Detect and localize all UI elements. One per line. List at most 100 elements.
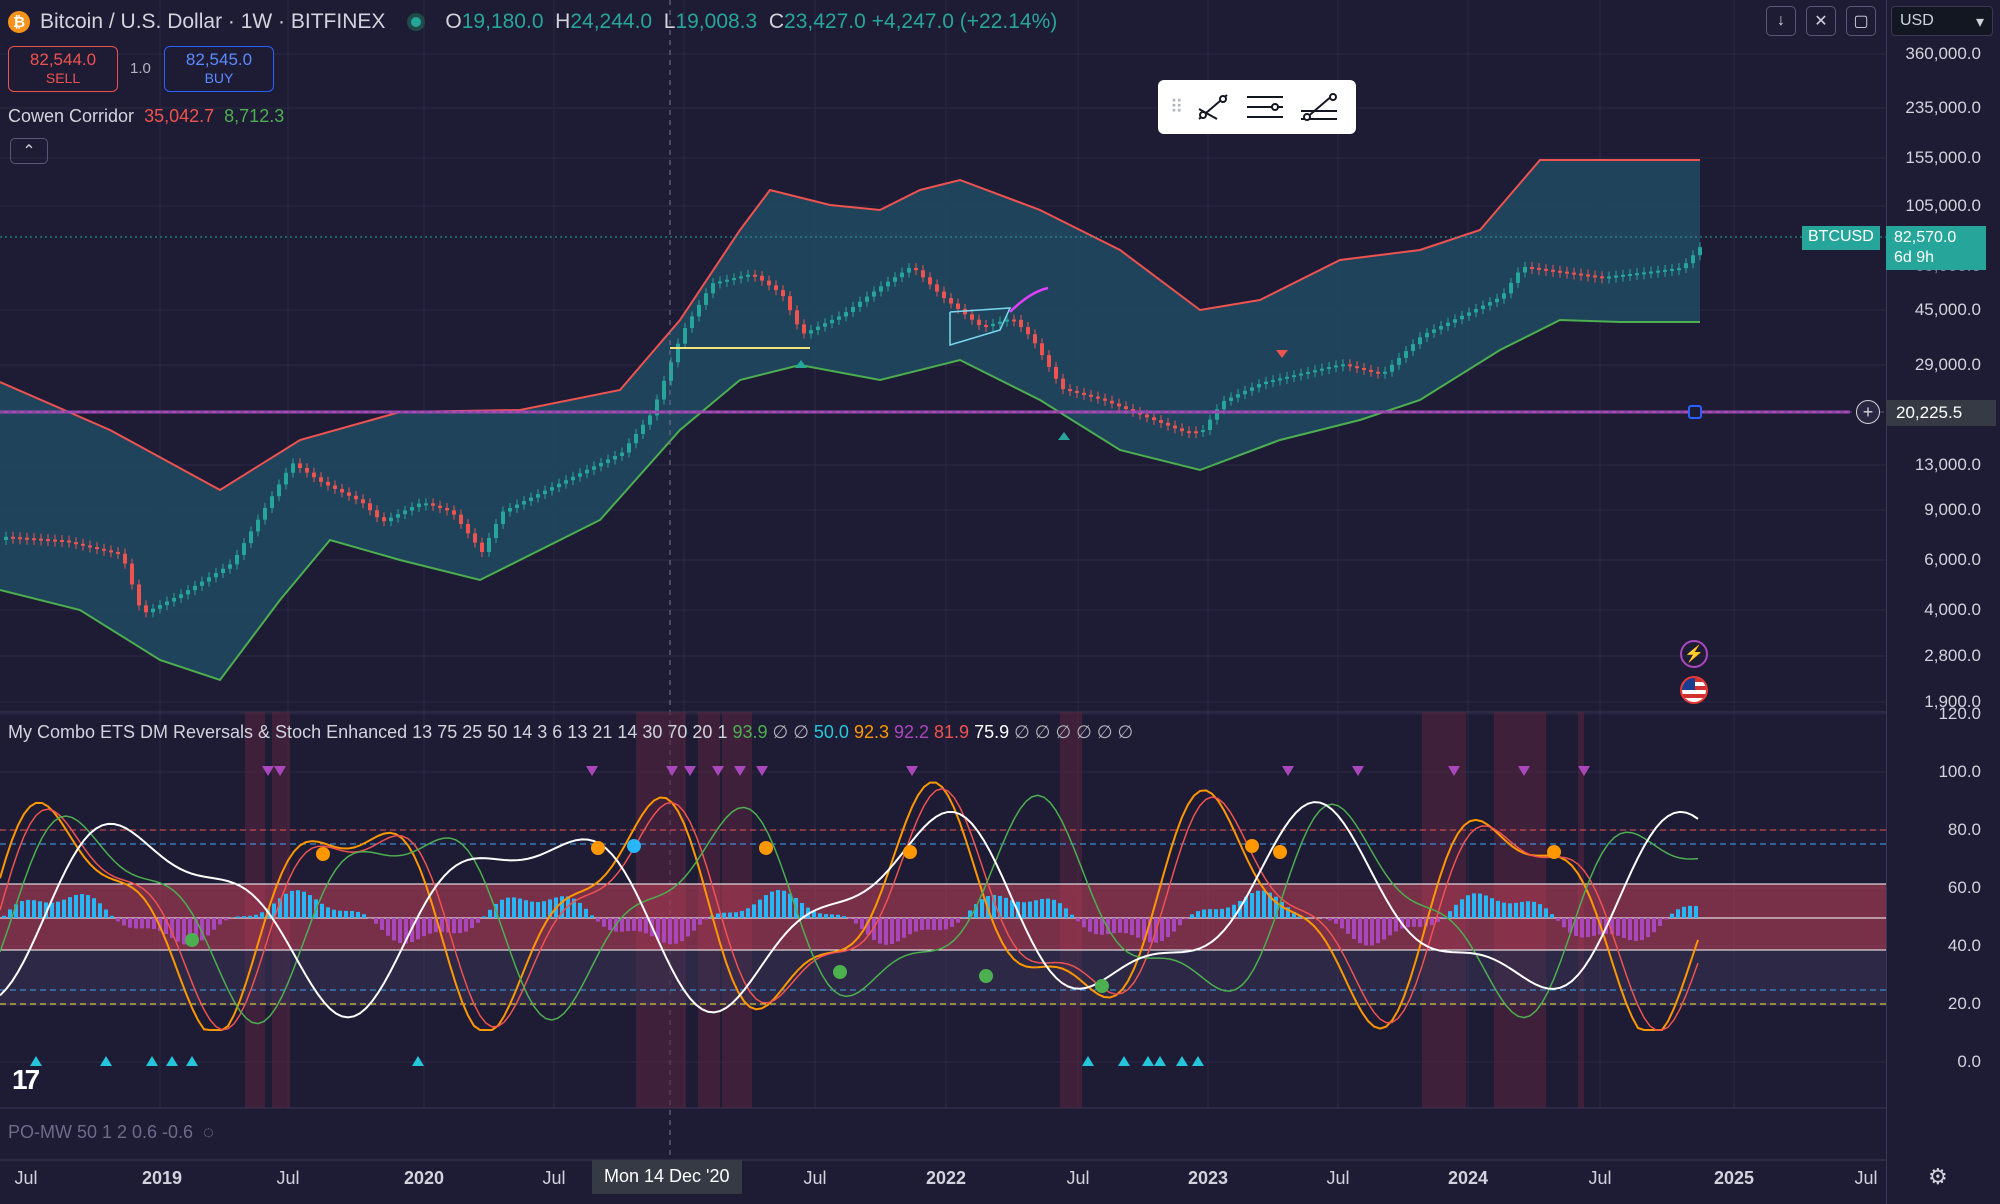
osc-hist-bar [248,915,252,918]
osc-hist-bar [104,909,108,918]
candle-body [1033,334,1037,344]
drag-handle-icon[interactable]: ⠿ [1170,96,1183,117]
osc-hist-bar [860,918,864,930]
scroll-down-button[interactable]: ↓ [1766,6,1796,36]
osc-hist-bar [776,890,780,918]
candle-body [158,605,162,609]
candle-body [1005,319,1009,322]
osc-hist-bar [1256,890,1260,918]
candle-body [809,330,813,334]
chart-canvas[interactable] [0,0,1886,1204]
candle-body [1313,370,1317,373]
osc-hist-bar [1106,918,1110,935]
candle-body [1110,400,1114,404]
candle-body [711,283,715,294]
trend-line-tool-icon[interactable] [1195,91,1231,123]
osc-hist-bar [1136,918,1140,938]
osc-hist-bar [398,918,402,944]
candle-body [515,504,519,509]
time-axis-label: 2025 [1713,1168,1755,1188]
candle-body [648,415,652,425]
osc-hist-bar [824,914,828,918]
symbol-header[interactable]: ₿ Bitcoin / U.S. Dollar · 1W · BITFINEX … [8,8,1057,36]
buy-button[interactable]: 82,545.0 BUY [164,46,274,92]
osc-hist-bar [1508,903,1512,918]
projection-curve [1009,286,1049,313]
osc-hist-bar [932,918,936,930]
candle-body [249,531,253,544]
osc-hist-bar [620,918,624,932]
candle-body [1019,319,1023,328]
osc-value: ∅ [788,722,809,742]
oscillator-legend[interactable]: My Combo ETS DM Reversals & Stoch Enhanc… [8,722,1133,743]
indicator-legend[interactable]: Cowen Corridor 35,042.7 8,712.3 [8,106,284,127]
candle-body [417,503,421,508]
osc-hist-bar [590,915,594,918]
candle-body [1201,430,1205,433]
plus-icon: + [1862,401,1874,422]
osc-curve [0,781,1699,1031]
osc-hist-bar [296,890,300,918]
osc-orange-dot [1273,845,1287,859]
collapse-legend-button[interactable]: ⌃ [10,138,48,164]
drawing-toolbar[interactable]: ⠿ [1158,80,1356,134]
osc-hist-bar [374,918,378,924]
osc-down-marker [1282,766,1294,776]
fib-tool-icon[interactable] [1299,91,1339,123]
osc-hist-bar [1412,918,1416,927]
candle-body [879,286,883,292]
osc-hist-bar [470,918,474,929]
candle-body [795,310,799,325]
price-axis-label: 9,000.0 [1924,500,1981,519]
osc-hist-bar [872,918,876,940]
osc-hist-bar [1028,901,1032,918]
indicator-name: Cowen Corridor [8,106,135,126]
currency-selector[interactable]: USD ▾ [1891,6,1993,36]
candle-body [767,280,771,286]
osc-hist-bar [1226,907,1230,918]
candle-body [137,584,141,606]
candle-body [326,481,330,486]
time-axis-label: Jul [542,1168,566,1188]
osc-hist-bar [1250,893,1254,918]
osc-hist-bar [1214,909,1218,918]
osc-hist-bar [764,895,768,918]
symbol-title[interactable]: Bitcoin / U.S. Dollar · 1W · BITFINEX [40,10,386,33]
sell-button[interactable]: 82,544.0 SELL [8,46,118,92]
candle-body [1117,403,1121,407]
osc-hist-bar [680,918,684,942]
eye-off-icon[interactable]: ◌ [203,1122,214,1142]
collapse-button[interactable]: ✕ [1806,6,1836,36]
lightning-icon[interactable]: ⚡ [1680,640,1708,668]
candle-body [242,543,246,555]
osc-hist-bar [110,915,114,918]
third-pane-legend[interactable]: PO-MW 50 1 2 0.6 -0.6 ◌ [8,1122,214,1143]
horizontal-lines-tool-icon[interactable] [1245,91,1285,123]
candle-body [319,477,323,482]
last-symbol-tag: BTCUSD [1802,226,1880,250]
osc-hist-bar [1268,892,1272,918]
fullscreen-button[interactable]: ▢ [1846,6,1876,36]
candle-body [67,540,71,543]
candle-body [1383,371,1387,374]
candle-body [1306,371,1310,374]
osc-hist-bar [998,895,1002,918]
osc-hist-bar [1274,896,1278,918]
candle-body [1656,270,1660,273]
buy-label: BUY [204,70,234,86]
osc-hist-bar [1580,918,1584,938]
osc-hist-bar [656,918,660,940]
third-pane-title: PO-MW 50 1 2 0.6 -0.6 [8,1122,194,1142]
osc-hist-bar [926,918,930,930]
osc-hist-bar [32,900,36,918]
candle-body [1670,268,1674,271]
settings-icon[interactable]: ⚙ [1928,1164,1948,1189]
order-quantity[interactable]: 1.0 [130,60,151,77]
price-marker-square[interactable] [1688,405,1702,419]
osc-hist-bar [278,898,282,918]
price-axis[interactable]: USD ▾ 360,000.0 235,000.0 155,000.0 105,000… [1886,0,2000,1204]
candle-body [956,303,960,309]
us-flag-icon[interactable] [1680,676,1708,704]
add-alert-button[interactable]: + [1856,400,1880,424]
osc-hist-bar [458,918,462,934]
